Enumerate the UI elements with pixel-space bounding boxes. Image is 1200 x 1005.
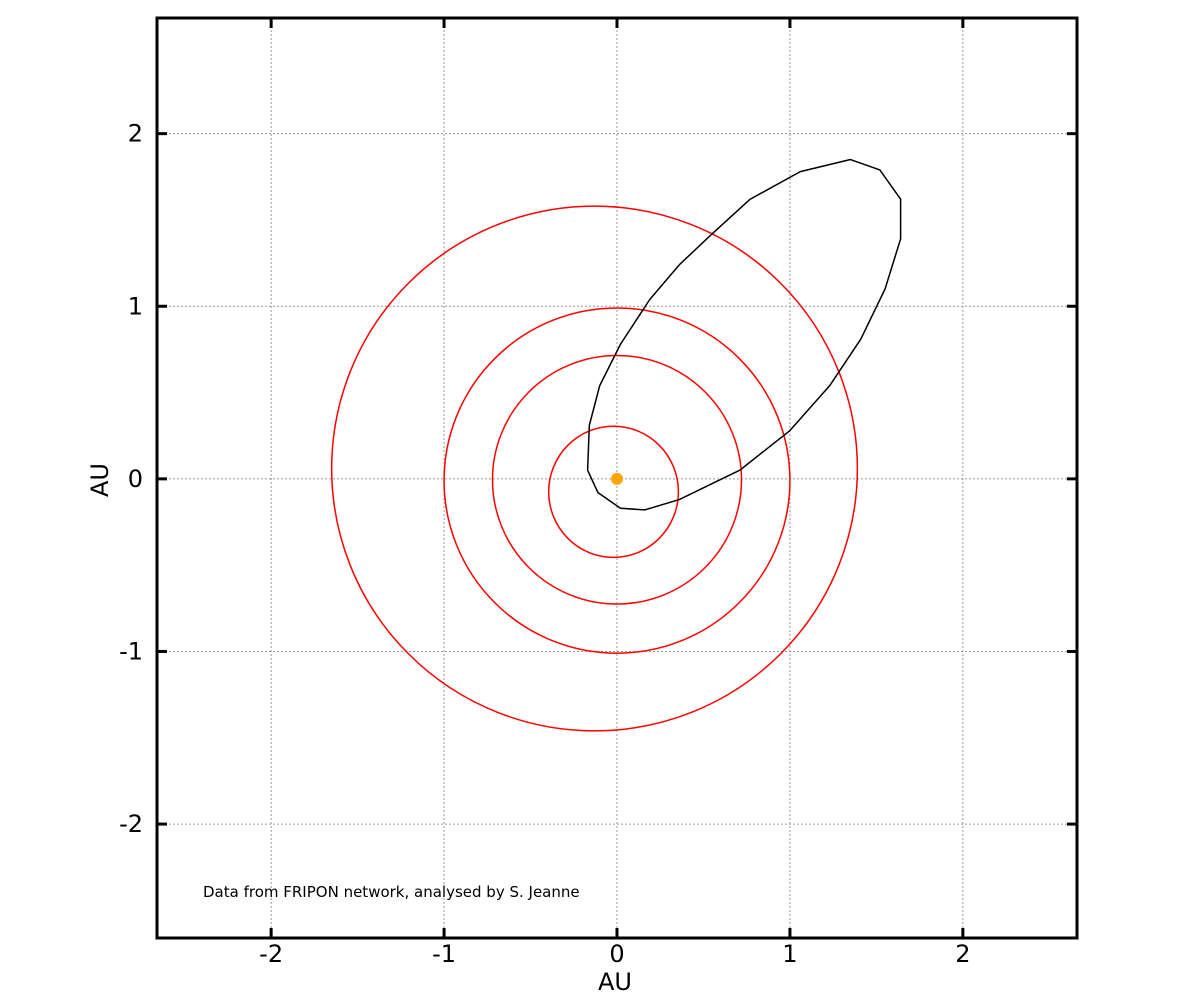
planet-orbit — [443, 307, 791, 654]
planet-orbit — [547, 425, 680, 559]
planet-orbit — [491, 354, 743, 605]
y-tick-label: -1 — [119, 637, 143, 665]
x-axis-label: AU — [598, 968, 632, 996]
planet-orbit — [330, 205, 859, 732]
y-tick-label: 0 — [128, 465, 143, 493]
y-tick-label: 1 — [128, 292, 143, 320]
meteoroid-orbit — [586, 158, 902, 511]
x-tick-label: -1 — [432, 940, 456, 968]
x-tick-label: 2 — [955, 940, 970, 968]
y-axis-label: AU — [86, 463, 114, 497]
x-tick-label: 0 — [609, 940, 624, 968]
y-tick-label: -2 — [119, 810, 143, 838]
sun-marker — [611, 472, 623, 485]
x-tick-label: -2 — [259, 940, 283, 968]
x-tick-label: 1 — [782, 940, 797, 968]
annotation: Data from FRIPON network, analysed by S.… — [203, 883, 580, 901]
y-tick-label: 2 — [128, 120, 143, 148]
